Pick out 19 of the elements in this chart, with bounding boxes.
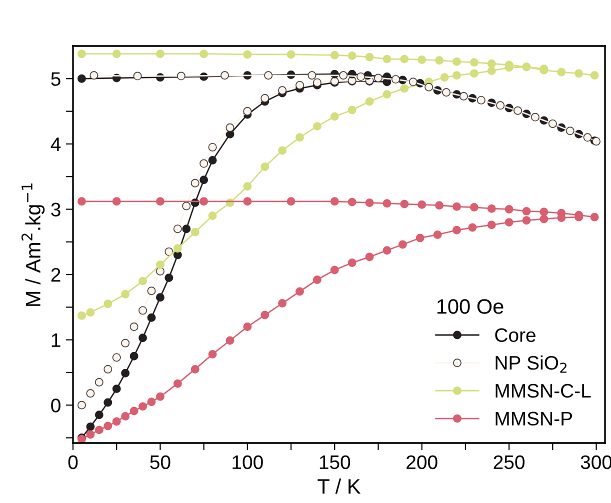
legend-title: 100 Oe — [437, 299, 504, 314]
x-tick-label: 0 — [68, 455, 78, 470]
x-tick-label: 50 — [150, 455, 170, 470]
y-tick-label: 2 — [51, 268, 60, 282]
x-tick-label: 150 — [320, 455, 350, 470]
y-tick-label: 3 — [51, 202, 60, 216]
x-axis-title: T / K — [318, 478, 361, 494]
x-tick-label: 250 — [494, 455, 525, 470]
y-tick-label: 1 — [52, 334, 60, 347]
legend-label: MMSN-P — [496, 412, 572, 426]
x-tick-label: 100 — [232, 455, 263, 470]
legend-label: MMSN-C-L — [496, 384, 591, 398]
y-tick-label: 5 — [51, 72, 60, 86]
legend-label: Core — [495, 328, 536, 342]
y-tick-label: 4 — [50, 138, 61, 151]
y-axis-title: M / Am$^{2}$.kg$^{−1}$ — [21, 183, 45, 306]
y-tick-label: 0 — [51, 398, 60, 412]
x-tick-label: 200 — [406, 455, 438, 470]
legend-label: NP SiO$_{2}$ — [496, 355, 566, 373]
